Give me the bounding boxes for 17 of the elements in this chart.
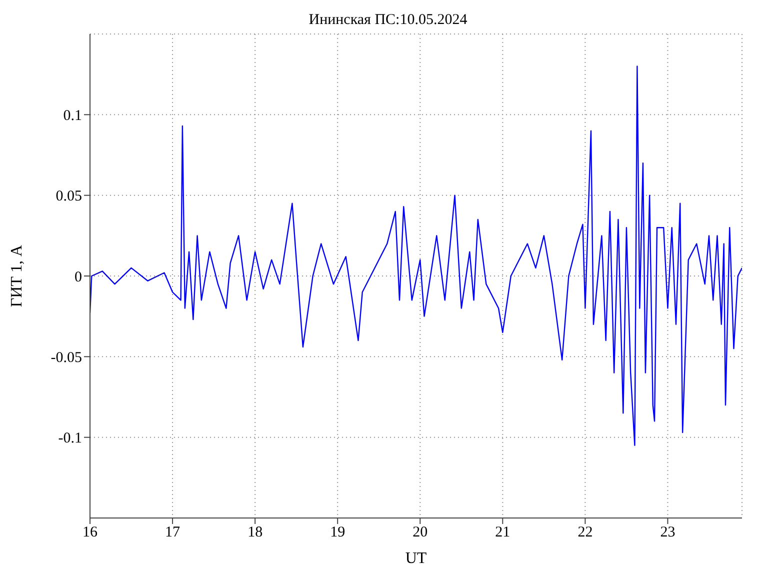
y-axis-title: ГИТ 1, А xyxy=(8,244,26,308)
x-tick-label: 19 xyxy=(330,524,346,541)
x-tick-label: 22 xyxy=(578,524,593,541)
x-tick-label: 20 xyxy=(412,524,428,541)
x-tick-label: 18 xyxy=(248,524,263,541)
y-tick-label: -0.1 xyxy=(58,430,82,447)
y-tick-label: -0.05 xyxy=(50,350,82,366)
y-tick-label: 0 xyxy=(74,269,82,286)
x-tick-label: 23 xyxy=(660,524,676,541)
chart-title: Ининская ПС:10.05.2024 xyxy=(308,12,468,29)
line-series xyxy=(90,66,742,446)
x-axis-title: UT xyxy=(405,550,427,567)
y-tick-label: 0.1 xyxy=(63,108,82,124)
x-tick-label: 21 xyxy=(495,524,510,541)
x-tick-label: 17 xyxy=(165,524,181,541)
y-tick-label: 0.05 xyxy=(56,188,82,205)
x-tick-label: 16 xyxy=(82,524,98,541)
